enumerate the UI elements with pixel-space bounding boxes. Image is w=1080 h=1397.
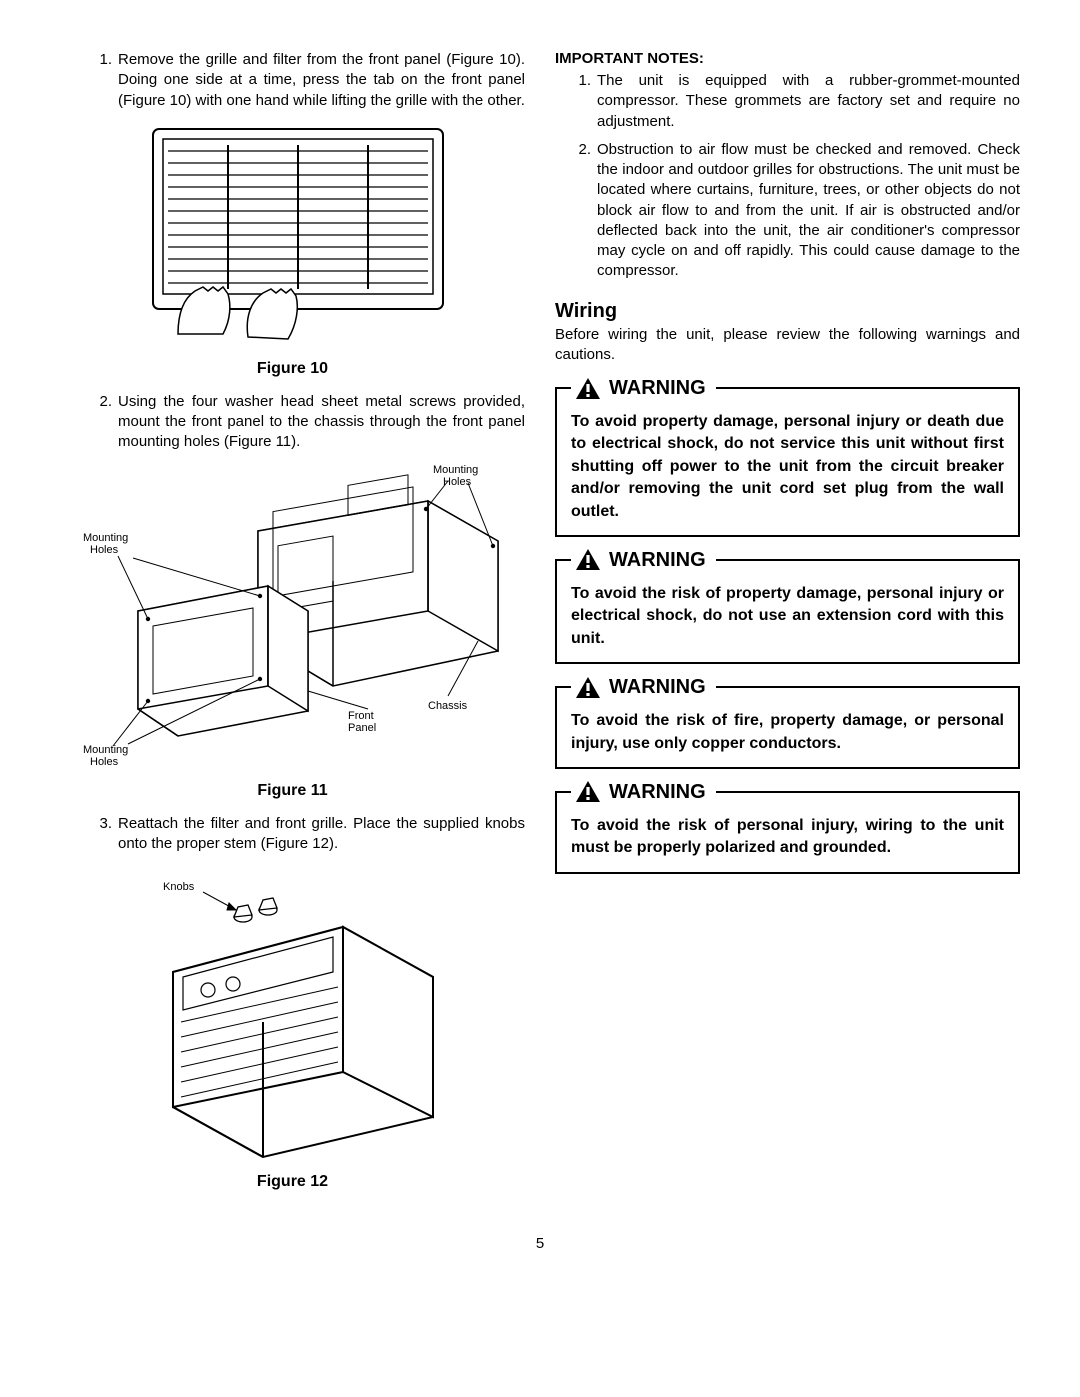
note-number: 1. bbox=[555, 71, 597, 132]
right-column: IMPORTANT NOTES: 1. The unit is equipped… bbox=[555, 50, 1020, 1205]
svg-text:Holes: Holes bbox=[90, 544, 119, 556]
warning-tab: WARNING bbox=[571, 374, 716, 402]
warning-text: To avoid the risk of fire, property dama… bbox=[571, 712, 1004, 751]
step-1: 1. Remove the grille and filter from the… bbox=[60, 50, 525, 111]
figure-11-illustration: Mounting Holes Mounting Holes Mounting H… bbox=[78, 461, 508, 771]
note-number: 2. bbox=[555, 140, 597, 282]
figure-12-illustration: Knobs bbox=[133, 862, 453, 1162]
svg-text:Mounting: Mounting bbox=[433, 464, 478, 476]
page-number: 5 bbox=[60, 1235, 1020, 1252]
step-text: Using the four washer head sheet metal s… bbox=[118, 392, 525, 453]
svg-text:Front: Front bbox=[348, 710, 374, 722]
figure-10-caption: Figure 10 bbox=[60, 360, 525, 378]
two-column-layout: 1. Remove the grille and filter from the… bbox=[60, 50, 1020, 1205]
figure-11-caption: Figure 11 bbox=[60, 782, 525, 800]
svg-text:Panel: Panel bbox=[348, 722, 376, 734]
warning-tab: WARNING bbox=[571, 673, 716, 701]
step-text: Reattach the filter and front grille. Pl… bbox=[118, 814, 525, 855]
warning-text: To avoid property damage, personal injur… bbox=[571, 413, 1004, 520]
svg-text:Holes: Holes bbox=[90, 756, 119, 768]
warning-box-1: WARNING To avoid property damage, person… bbox=[555, 387, 1020, 537]
figure-10-illustration bbox=[123, 119, 463, 349]
figure-12-caption: Figure 12 bbox=[60, 1173, 525, 1191]
figure-12: Knobs Figure 12 bbox=[60, 862, 525, 1191]
wiring-subtext: Before wiring the unit, please review th… bbox=[555, 325, 1020, 366]
step-text: Remove the grille and filter from the fr… bbox=[118, 50, 525, 111]
warning-box-2: WARNING To avoid the risk of property da… bbox=[555, 559, 1020, 664]
svg-text:Holes: Holes bbox=[443, 476, 472, 488]
note-1: 1. The unit is equipped with a rubber-gr… bbox=[555, 71, 1020, 132]
warning-text: To avoid the risk of property damage, pe… bbox=[571, 585, 1004, 647]
svg-text:Mounting: Mounting bbox=[83, 744, 128, 756]
warning-label: WARNING bbox=[609, 374, 706, 402]
step-number: 1. bbox=[60, 50, 118, 111]
warning-tab: WARNING bbox=[571, 546, 716, 574]
step-number: 3. bbox=[60, 814, 118, 855]
left-column: 1. Remove the grille and filter from the… bbox=[60, 50, 525, 1205]
warning-box-4: WARNING To avoid the risk of personal in… bbox=[555, 791, 1020, 874]
step-2: 2. Using the four washer head sheet meta… bbox=[60, 392, 525, 453]
warning-tab: WARNING bbox=[571, 778, 716, 806]
step-3: 3. Reattach the filter and front grille.… bbox=[60, 814, 525, 855]
warning-triangle-icon bbox=[575, 676, 601, 699]
note-text: Obstruction to air flow must be checked … bbox=[597, 140, 1020, 282]
warning-triangle-icon bbox=[575, 377, 601, 400]
svg-text:Chassis: Chassis bbox=[428, 700, 468, 712]
step-number: 2. bbox=[60, 392, 118, 453]
warning-triangle-icon bbox=[575, 780, 601, 803]
warning-label: WARNING bbox=[609, 673, 706, 701]
warning-triangle-icon bbox=[575, 548, 601, 571]
note-text: The unit is equipped with a rubber-gromm… bbox=[597, 71, 1020, 132]
wiring-heading: Wiring bbox=[555, 300, 1020, 323]
warning-label: WARNING bbox=[609, 778, 706, 806]
warning-label: WARNING bbox=[609, 546, 706, 574]
figure-12-knobs-label: Knobs bbox=[163, 881, 195, 893]
warning-box-3: WARNING To avoid the risk of fire, prope… bbox=[555, 686, 1020, 769]
figure-11: Mounting Holes Mounting Holes Mounting H… bbox=[60, 461, 525, 800]
note-2: 2. Obstruction to air flow must be check… bbox=[555, 140, 1020, 282]
figure-10: Figure 10 bbox=[60, 119, 525, 378]
svg-text:Mounting: Mounting bbox=[83, 532, 128, 544]
warning-text: To avoid the risk of personal injury, wi… bbox=[571, 817, 1004, 856]
page: 1. Remove the grille and filter from the… bbox=[0, 0, 1080, 1292]
important-notes-heading: IMPORTANT NOTES: bbox=[555, 50, 1020, 67]
